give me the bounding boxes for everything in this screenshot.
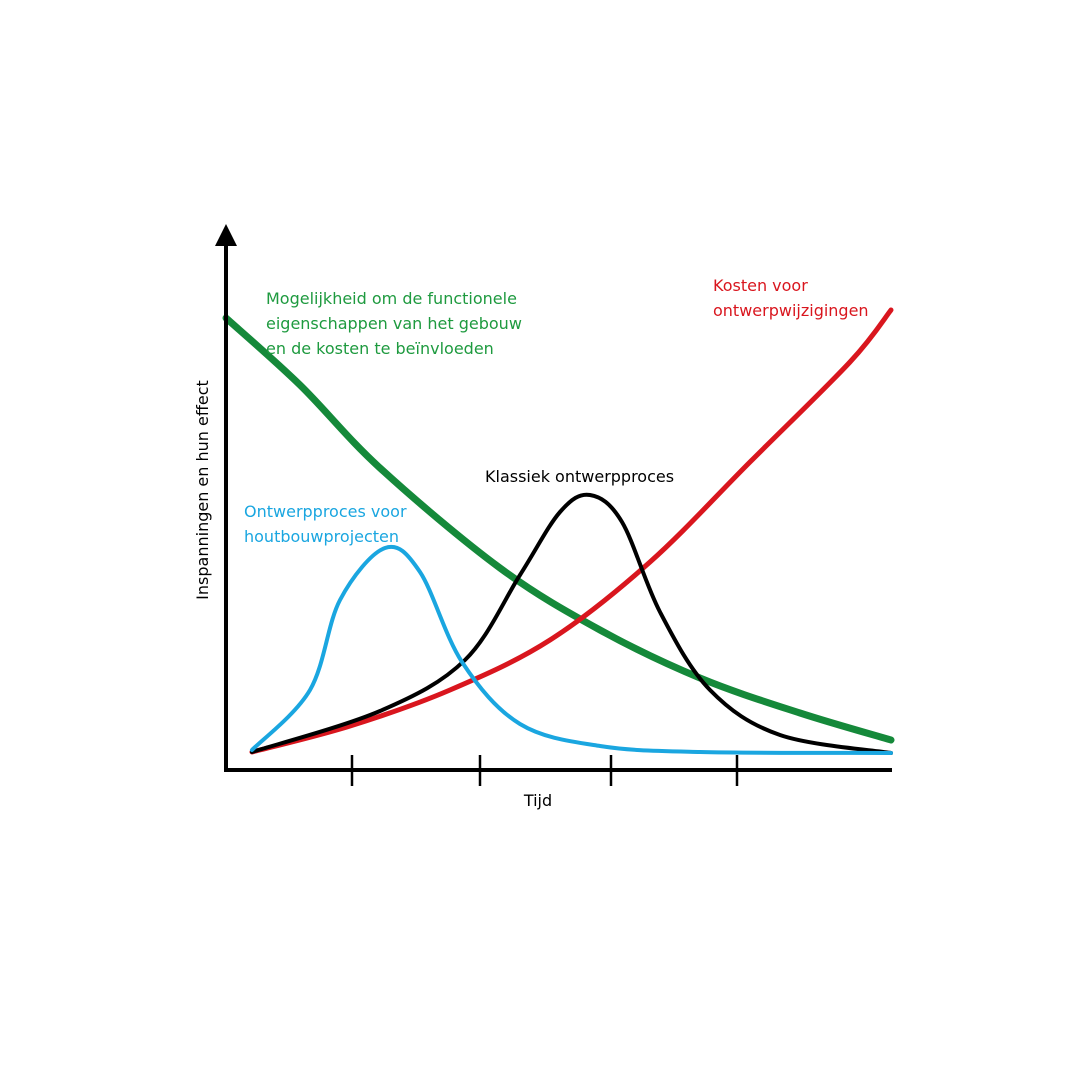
- green-label: Mogelijkheid om de functionele: [266, 289, 517, 308]
- green-curve: [222, 314, 895, 744]
- blue-label: houtbouwprojecten: [244, 527, 399, 546]
- y-axis-label: Inspanningen en hun effect: [193, 380, 212, 600]
- green-label: eigenschappen van het gebouw: [266, 314, 522, 333]
- black-label: Klassiek ontwerpproces: [485, 467, 674, 486]
- blue-label: Ontwerpproces voor: [244, 502, 407, 521]
- curves: [222, 307, 895, 755]
- black-curve: [250, 492, 893, 755]
- red-label: ontwerpwijzigingen: [713, 301, 869, 320]
- red-label: Kosten voor: [713, 276, 808, 295]
- green-label: en de kosten te beïnvloeden: [266, 339, 494, 358]
- red-curve: [249, 307, 894, 755]
- x-axis-label: Tijd: [523, 791, 552, 810]
- y-axis-arrow: [215, 224, 237, 246]
- blue-curve: [250, 544, 893, 755]
